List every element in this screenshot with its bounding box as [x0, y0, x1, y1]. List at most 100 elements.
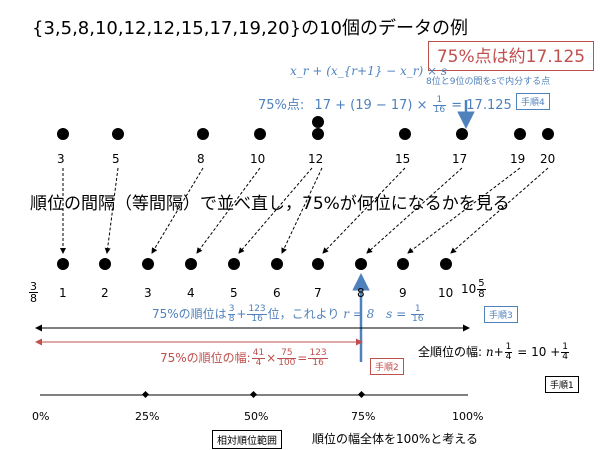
explanation-text: 順位の間隔（等間隔）で並べ直し，75%が何位になるかを見る	[30, 194, 510, 214]
step2-badge: 手順2	[370, 358, 404, 375]
percent-label: 0%	[32, 410, 50, 423]
rank-dot	[440, 258, 452, 270]
value-label: 12	[308, 152, 324, 166]
value-dot	[542, 128, 554, 140]
value-dot	[399, 128, 411, 140]
fraction-denominator: 16	[412, 314, 424, 324]
fraction-denominator: 8	[30, 292, 37, 305]
value-dot	[514, 128, 526, 140]
rank-label: 7	[314, 286, 322, 300]
rank-dot	[57, 258, 69, 270]
axis-tick-50	[249, 390, 258, 399]
rank-75-formula: 75%の順位は 3 8 +123 16 位，これより r = 8 s = 1 16	[152, 305, 425, 324]
fraction-denominator: 8	[228, 314, 235, 324]
rank-dot	[355, 258, 367, 270]
r-expression: r = 8	[343, 307, 375, 321]
rank-label: 6	[273, 286, 281, 300]
fraction-numerator: 75	[277, 349, 297, 359]
fraction-denominator: 8	[478, 289, 485, 300]
rank-end-label: 10 5 8	[461, 279, 487, 300]
value-label: 19	[510, 152, 526, 166]
percent-label: 75%	[351, 410, 376, 423]
value-dot	[456, 128, 468, 140]
value-label: 17	[452, 152, 468, 166]
rank-dot	[185, 258, 197, 270]
value-label: 8	[197, 152, 205, 166]
plus-sign: +	[493, 345, 504, 359]
fraction-denominator: 4	[255, 358, 262, 368]
mapping-arrow	[281, 167, 323, 254]
rank-dot	[397, 258, 409, 270]
value-dot	[112, 128, 124, 140]
mapping-arrow	[366, 167, 463, 254]
general-formula: x_r + (x_{r+1} − x_r) × s	[290, 64, 448, 78]
fraction-numerator: 1	[561, 342, 569, 353]
plus-sign: +	[236, 307, 247, 321]
step4-badge: 手順4	[516, 93, 550, 110]
rank-75-mid-text: 位，これより	[267, 307, 340, 321]
fraction-numerator: 41	[251, 348, 266, 359]
value-label: 20	[540, 152, 556, 166]
value-dot	[312, 116, 324, 128]
total-width-formula: 全順位の幅: n+ 1 4 = 10 +1 4	[418, 343, 570, 362]
rank-dot	[271, 258, 283, 270]
mapping-arrow	[104, 167, 119, 254]
page-title: {3,5,8,10,12,12,15,17,19,20}の10個のデータの例	[32, 18, 468, 39]
value-dot	[312, 128, 324, 140]
rank-label: 5	[230, 286, 238, 300]
fraction-numerator: 1	[432, 96, 447, 106]
formula-75-expr: 17 + (19 − 17) ×	[314, 98, 428, 113]
fraction-denominator: 16	[251, 314, 263, 324]
value-label: 10	[250, 152, 266, 166]
value-dot	[254, 128, 266, 140]
formula-75-label: 75%点:	[258, 98, 305, 113]
result-box: 75%点は約17.125	[428, 41, 594, 71]
fraction-numerator: 123	[308, 348, 328, 359]
fraction-denominator: 16	[312, 358, 324, 368]
value-label: 5	[112, 152, 120, 166]
rank-label: 10	[438, 286, 454, 300]
s-expression: s =	[386, 307, 407, 321]
value-label: 3	[57, 152, 65, 166]
total-width-prefix: 全順位の幅:	[418, 345, 483, 359]
value-dot	[57, 128, 69, 140]
fraction-denominator: 4	[505, 352, 512, 362]
fraction-numerator: 123	[247, 304, 267, 315]
rank-label: 3	[144, 286, 152, 300]
formula-75-fraction: 1 16	[432, 96, 447, 115]
rank-label: 1	[59, 286, 67, 300]
fraction-numerator: 3	[227, 304, 236, 315]
rank-label: 2	[101, 286, 109, 300]
total-width-eq: = 10 +	[517, 345, 561, 359]
footer-note: 順位の幅全体を100%と考える	[312, 432, 478, 446]
value-dot	[197, 128, 209, 140]
fraction-denominator: 100	[278, 358, 296, 368]
n-variable: n	[485, 345, 494, 359]
percent-label: 50%	[244, 410, 269, 423]
mapping-arrow	[238, 167, 313, 254]
rank-end-whole: 10	[461, 282, 477, 296]
rank-75-prefix: 75%の順位は	[152, 307, 227, 321]
rank-dot	[99, 258, 111, 270]
fraction-denominator: 16	[433, 105, 446, 115]
mapping-arrow	[151, 167, 204, 254]
width-75-formula: 75%の順位の幅: 41 4 × 75 100 = 123 16	[160, 349, 329, 368]
rank-dot	[142, 258, 154, 270]
fraction-numerator: 1	[411, 305, 425, 315]
rank-label: 8	[357, 286, 365, 300]
rank-label: 9	[399, 286, 407, 300]
fraction-numerator: 5	[477, 278, 486, 290]
rank-label: 4	[187, 286, 195, 300]
equals-sign: =	[297, 351, 308, 365]
percent-label: 25%	[135, 410, 160, 423]
width-75-prefix: 75%の順位の幅:	[160, 351, 251, 365]
mapping-arrow	[407, 167, 521, 254]
percent-label: 100%	[452, 410, 484, 423]
axis-tick-25	[141, 390, 150, 399]
mapping-arrow	[450, 167, 549, 254]
mapping-arrow	[196, 167, 261, 254]
axis-tick-75	[357, 390, 366, 399]
step1-badge: 手順1	[545, 376, 579, 393]
